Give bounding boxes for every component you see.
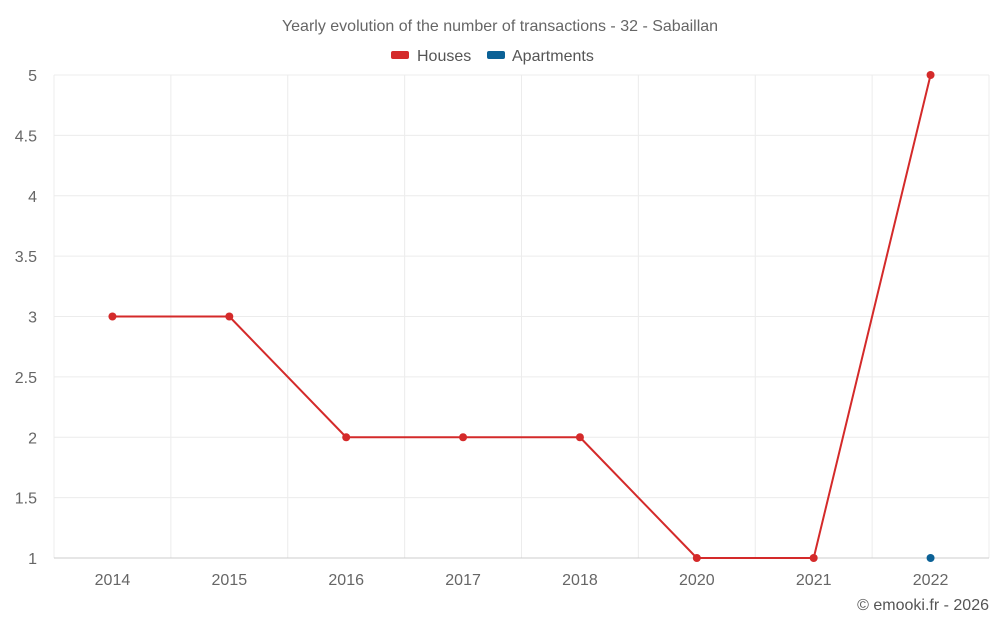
legend: Houses Apartments (391, 48, 594, 65)
series-line-houses (112, 74, 932, 559)
credit-text: © emooki.fr - 2026 (857, 597, 989, 614)
legend-swatch-apartments (487, 51, 505, 59)
data-point-houses[interactable] (342, 433, 351, 442)
x-tick-label: 2014 (95, 572, 131, 589)
data-point-houses[interactable] (459, 433, 468, 442)
y-tick-label: 2 (28, 430, 37, 447)
data-point-houses[interactable] (692, 554, 701, 562)
axes: 1 1.5 2 2.5 3 3.5 4 4.5 5 2014 2015 2016 2017 2018 202… (15, 68, 989, 589)
y-tick-label: 4.5 (15, 128, 37, 145)
x-tick-label: 2015 (212, 572, 248, 589)
legend-swatch-houses (391, 51, 409, 59)
x-tick-label: 2021 (796, 572, 832, 589)
y-tick-label: 2.5 (15, 370, 37, 387)
data-point-houses[interactable] (809, 554, 818, 562)
data-point-houses[interactable] (926, 71, 935, 79)
legend-label-apartments: Apartments (512, 48, 594, 65)
x-tick-label: 2017 (445, 572, 481, 589)
y-tick-label: 5 (28, 68, 37, 85)
x-tick-label: 2020 (679, 572, 715, 589)
y-tick-label: 3.5 (15, 249, 37, 266)
series (108, 71, 935, 562)
data-point-houses[interactable] (225, 312, 234, 321)
x-tick-label: 2016 (328, 572, 364, 589)
y-tick-label: 1 (28, 551, 37, 568)
legend-item-houses[interactable]: Houses (391, 48, 471, 65)
x-tick-label: 2018 (562, 572, 598, 589)
y-tick-label: 1.5 (15, 491, 37, 508)
x-tick-label: 2022 (913, 572, 949, 589)
data-point-houses[interactable] (575, 433, 584, 442)
legend-label-houses: Houses (417, 48, 471, 65)
y-tick-label: 4 (28, 189, 37, 206)
chart-title: Yearly evolution of the number of transa… (282, 18, 718, 35)
grid (53, 74, 990, 559)
data-point-houses[interactable] (108, 312, 117, 321)
legend-item-apartments[interactable]: Apartments (487, 48, 594, 65)
y-tick-label: 3 (28, 310, 37, 327)
data-point-apartments[interactable] (926, 554, 935, 562)
